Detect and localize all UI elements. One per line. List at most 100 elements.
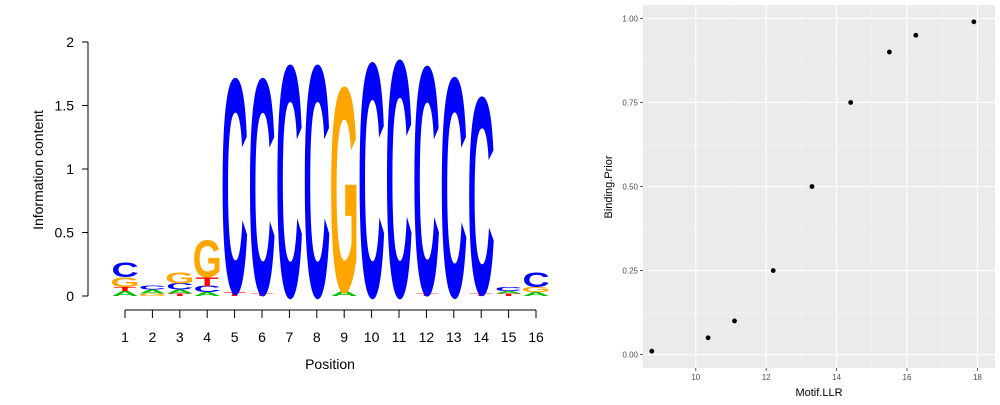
logo-x-tick-label: 4 xyxy=(203,329,211,345)
logo-x-axis: 1 2 3 4 5 6 7 8 9 10 11 12 13 14 15 16 xyxy=(121,309,544,345)
logo-letter-glyph: C xyxy=(166,282,193,292)
scatter-point xyxy=(809,184,815,189)
logo-x-tick-label: 16 xyxy=(528,329,544,345)
scatter-x-tick-label: 14 xyxy=(832,373,841,382)
logo-letter-C: C xyxy=(385,0,412,369)
logo-letter-G: G xyxy=(138,293,167,297)
scatter-y-tick-label: 0.50 xyxy=(622,183,638,192)
logo-x-tick-label: 9 xyxy=(340,329,348,345)
logo-x-tick-label: 3 xyxy=(176,329,184,345)
logo-letter-glyph: T xyxy=(223,291,247,297)
scatter-x-tick-label: 18 xyxy=(973,373,982,382)
logo-letter-T: T xyxy=(196,275,219,289)
logo-letter-glyph: T xyxy=(168,293,191,297)
logo-letter-C: C xyxy=(522,268,549,292)
logo-y-tick-label: 1 xyxy=(66,161,74,177)
logo-letter-A: A xyxy=(194,291,221,297)
logo-letter-C: C xyxy=(166,282,193,292)
scatter-points xyxy=(649,19,977,354)
logo-letter-C: C xyxy=(358,0,385,368)
scatter-point xyxy=(971,19,977,25)
logo-x-tick-label: 11 xyxy=(392,329,407,345)
logo-letter-glyph: T xyxy=(114,286,138,292)
logo-letter-T: T xyxy=(470,293,493,297)
logo-letter-C: C xyxy=(111,258,138,282)
logo-letter-A: A xyxy=(522,291,549,297)
logo-x-tick-label: 5 xyxy=(231,329,239,345)
scatter-x-tick-label: 12 xyxy=(762,373,771,382)
logo-y-tick-label: 0.5 xyxy=(55,225,75,241)
logo-letter-glyph: C xyxy=(440,14,467,364)
logo-y-tick-label: 2 xyxy=(66,34,74,50)
logo-letter-glyph: T xyxy=(415,293,438,297)
logo-x-tick-label: 10 xyxy=(364,329,380,345)
logo-letter-glyph: A xyxy=(111,290,138,298)
logo-letter-glyph: T xyxy=(196,275,219,289)
scatter-grid xyxy=(643,5,995,368)
scatter-x-tick-label: 10 xyxy=(691,373,700,382)
logo-letter-glyph: T xyxy=(470,293,493,297)
logo-letter-glyph: T xyxy=(497,293,520,297)
logo-y-tick-label: 0 xyxy=(66,288,74,304)
logo-letter-A: A xyxy=(111,290,138,298)
logo-letter-glyph: G xyxy=(330,27,359,354)
logo-letter-T: T xyxy=(114,286,138,292)
logo-letter-C: C xyxy=(495,286,522,292)
logo-letter-glyph: A xyxy=(495,290,522,294)
scatter-x-axis-label: Motif.LLR xyxy=(795,387,842,399)
scatter-x-axis: 10 12 14 16 18 xyxy=(691,368,982,382)
scatter-point xyxy=(649,348,655,354)
logo-letter-T: T xyxy=(415,293,438,297)
scatter-y-axis: 0.00 0.25 0.50 0.75 1.00 xyxy=(622,14,643,360)
logo-letter-C: C xyxy=(276,0,303,368)
logo-letter-glyph: C xyxy=(522,268,549,292)
logo-y-axis-label: Information content xyxy=(30,110,46,230)
logo-letter-glyph: C xyxy=(358,0,385,368)
scatter-y-tick-label: 0.00 xyxy=(622,351,638,360)
scatter-y-tick-label: 0.25 xyxy=(622,267,638,276)
logo-letter-glyph: A xyxy=(331,290,358,298)
scatter-y-axis-label: Binding.Prior xyxy=(603,155,615,218)
scatter-point xyxy=(732,318,737,324)
logo-letter-glyph: T xyxy=(251,293,274,297)
logo-x-tick-label: 15 xyxy=(501,329,517,345)
logo-x-tick-label: 14 xyxy=(473,329,489,345)
logo-letter-T: T xyxy=(168,293,191,297)
scatter-y-tick-label: 0.75 xyxy=(622,98,638,107)
scatter-point xyxy=(770,268,776,273)
logo-letter-C: C xyxy=(440,14,467,364)
logo-x-axis-label: Position xyxy=(305,356,355,372)
logo-letter-G: G xyxy=(110,275,139,291)
logo-x-tick-label: 1 xyxy=(121,329,129,345)
logo-letter-C: C xyxy=(194,284,221,294)
scatter-point xyxy=(887,49,892,55)
logo-letter-C: C xyxy=(248,14,275,359)
logo-letter-A: A xyxy=(331,290,358,298)
logo-letter-A: A xyxy=(495,290,522,294)
logo-letter-glyph: G xyxy=(521,286,550,294)
logo-letter-T: T xyxy=(251,293,274,297)
logo-letter-glyph: C xyxy=(468,38,495,353)
logo-letter-A: A xyxy=(166,289,193,295)
logo-letter-glyph: C xyxy=(495,286,522,292)
logo-letter-glyph: A xyxy=(522,291,549,297)
logo-letter-C: C xyxy=(221,16,248,359)
logo-letter-G: G xyxy=(165,270,194,288)
logo-y-tick-label: 1.5 xyxy=(55,98,75,114)
scatter-point xyxy=(848,100,854,105)
logo-letter-glyph: G xyxy=(110,275,139,291)
logo-letter-glyph: G xyxy=(193,228,222,288)
scatter-point xyxy=(705,335,711,341)
scatter-y-tick-label: 1.00 xyxy=(622,14,638,23)
logo-letter-G: G xyxy=(330,27,359,354)
logo-letter-A: A xyxy=(139,289,166,295)
logo-letter-C: C xyxy=(139,285,166,291)
logo-letter-glyph: C xyxy=(111,258,138,282)
logo-letter-glyph: C xyxy=(221,16,248,359)
logo-letter-glyph: C xyxy=(194,284,221,294)
logo-letter-glyph: A xyxy=(166,289,193,295)
logo-letter-glyph: C xyxy=(248,14,275,359)
